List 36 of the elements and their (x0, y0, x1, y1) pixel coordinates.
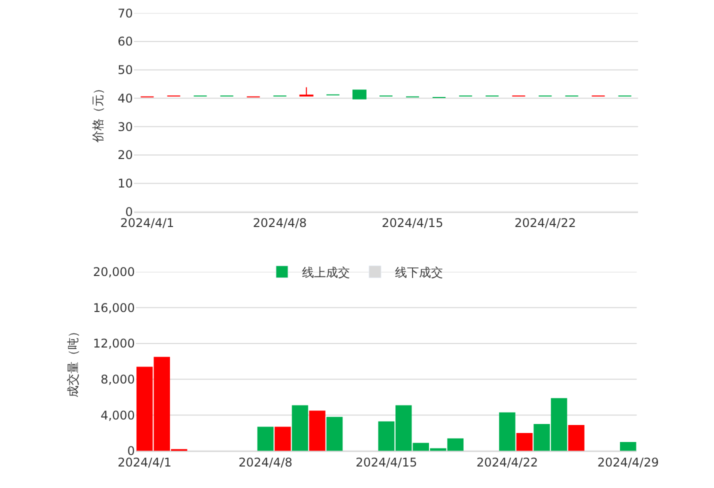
y-tick-label: 50 (118, 63, 133, 78)
y-tick-label: 20,000 (92, 265, 135, 280)
y-tick-label: 70 (118, 6, 133, 20)
x-tick-label: 2024/4/29 (597, 455, 659, 470)
y-axis-title: 价格（元） (90, 82, 105, 144)
y-axis-title: 成交量（吨） (66, 325, 80, 398)
x-tick-label: 2024/4/8 (252, 216, 307, 230)
x-tick-label: 2024/4/22 (514, 216, 576, 230)
y-tick-label: 8,000 (100, 372, 135, 386)
y-tick-label: 30 (118, 120, 133, 134)
bar (292, 405, 308, 451)
bar (568, 424, 584, 451)
legend-label: 线上成交 (302, 265, 350, 280)
bar (620, 442, 636, 451)
bar (309, 410, 326, 451)
x-tick-label: 2024/4/22 (476, 455, 538, 470)
bar (499, 412, 516, 451)
legend-label: 线下成交 (395, 265, 443, 280)
bar (274, 426, 291, 451)
bar (516, 433, 533, 451)
y-tick-label: 60 (118, 34, 133, 49)
y-tick-label: 16,000 (92, 300, 135, 315)
x-tick-label: 2024/4/15 (356, 455, 418, 470)
x-tick-label: 2024/4/1 (120, 216, 174, 230)
y-tick-label: 20 (118, 148, 133, 162)
y-tick-label: 10 (118, 176, 133, 191)
candlestick (352, 90, 366, 100)
x-tick-label: 2024/4/8 (238, 455, 292, 470)
x-tick-label: 2024/4/15 (382, 216, 444, 230)
y-tick-label: 4,000 (100, 408, 135, 422)
bar (257, 426, 274, 451)
y-tick-label: 40 (118, 91, 133, 106)
y-tick-label: 0 (125, 204, 133, 219)
candlestick (299, 86, 314, 97)
bar (326, 416, 343, 451)
y-tick-label: 12,000 (92, 336, 135, 351)
